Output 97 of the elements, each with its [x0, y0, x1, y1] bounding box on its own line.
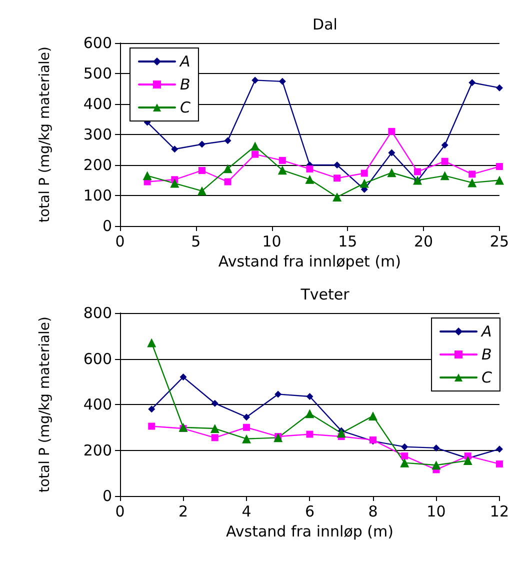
point [306, 392, 314, 400]
point [306, 430, 314, 438]
point [388, 149, 396, 156]
point [441, 142, 448, 149]
point [360, 178, 369, 188]
point [432, 444, 440, 452]
chart-title: Tveter [300, 286, 350, 304]
y-tick-label: 200 [83, 156, 112, 174]
point [142, 171, 152, 180]
point [198, 166, 206, 174]
point [224, 178, 232, 186]
point [223, 164, 232, 174]
y-tick-label: 600 [83, 34, 112, 52]
legend-label: B [180, 76, 190, 94]
legend-label: A [179, 52, 190, 70]
point [242, 414, 250, 421]
point [242, 424, 250, 431]
legend-label: B [482, 346, 492, 364]
point [274, 390, 282, 398]
point [496, 84, 503, 92]
point [332, 192, 342, 202]
y-tick-label: 400 [83, 95, 112, 113]
point [360, 170, 368, 177]
point [401, 443, 408, 450]
point [211, 400, 218, 407]
point [242, 434, 251, 444]
x-tick-label: 10 [426, 502, 446, 520]
point [198, 140, 206, 148]
point [468, 170, 476, 178]
point [278, 166, 287, 175]
point [334, 174, 341, 182]
x-tick-label: 4 [242, 502, 252, 520]
x-axis-title: Avstand fra innløp (m) [226, 522, 394, 540]
point [252, 150, 259, 158]
point [305, 174, 314, 184]
point [496, 163, 503, 170]
x-tick-label: 10 [262, 232, 282, 250]
y-tick-label: 600 [83, 350, 112, 368]
legend-label: C [482, 368, 493, 386]
x-tick-label: 15 [338, 232, 358, 250]
point [432, 460, 441, 470]
point [468, 178, 477, 188]
point [178, 422, 188, 432]
point [496, 446, 503, 453]
point [211, 434, 218, 442]
point [306, 165, 314, 172]
x-tick-label: 6 [304, 502, 314, 520]
x-tick-label: 2 [178, 502, 188, 520]
x-tick-label: 25 [490, 232, 510, 250]
y-tick-label: 0 [102, 217, 112, 235]
point [414, 168, 421, 176]
point [336, 428, 346, 438]
x-tick-label: 5 [191, 232, 201, 250]
legend-label: C [180, 98, 191, 116]
point [305, 409, 314, 418]
point [224, 137, 232, 144]
point [171, 146, 178, 153]
point [147, 338, 156, 348]
point [440, 171, 450, 180]
y-tick-label: 0 [102, 487, 112, 505]
point [278, 156, 286, 164]
point [388, 128, 396, 135]
point [387, 168, 396, 178]
y-tick-label: 300 [83, 126, 112, 144]
x-tick-label: 12 [490, 502, 510, 520]
point [148, 406, 156, 413]
point [401, 452, 408, 460]
x-tick-label: 8 [368, 502, 378, 520]
x-axis-title: Avstand fra innløpet (m) [218, 252, 402, 270]
x-tick-label: 0 [115, 502, 125, 520]
y-tick-label: 100 [83, 186, 112, 204]
point [441, 158, 448, 165]
point [278, 78, 286, 85]
point [252, 76, 259, 84]
y-tick-label: 800 [83, 304, 112, 322]
point [496, 460, 503, 468]
point [494, 176, 504, 185]
point [148, 422, 156, 430]
point [463, 456, 472, 466]
point [468, 79, 476, 86]
point [210, 424, 220, 434]
y-tick-label: 200 [83, 441, 112, 460]
point [180, 374, 187, 381]
x-tick-label: 0 [115, 232, 125, 250]
point [334, 162, 341, 168]
y-tick-label: 400 [83, 396, 112, 414]
y-axis-title: total P (mg/kg materiale) [37, 316, 53, 493]
point [170, 178, 180, 188]
chart-title: Dal [312, 16, 338, 34]
point [400, 458, 410, 468]
point [368, 411, 378, 420]
point [197, 186, 206, 196]
y-axis-title: total P (mg/kg materiale) [37, 46, 53, 223]
legend-label: A [480, 322, 492, 340]
x-tick-label: 20 [414, 232, 434, 250]
y-tick-label: 500 [83, 64, 112, 82]
point [250, 142, 260, 151]
